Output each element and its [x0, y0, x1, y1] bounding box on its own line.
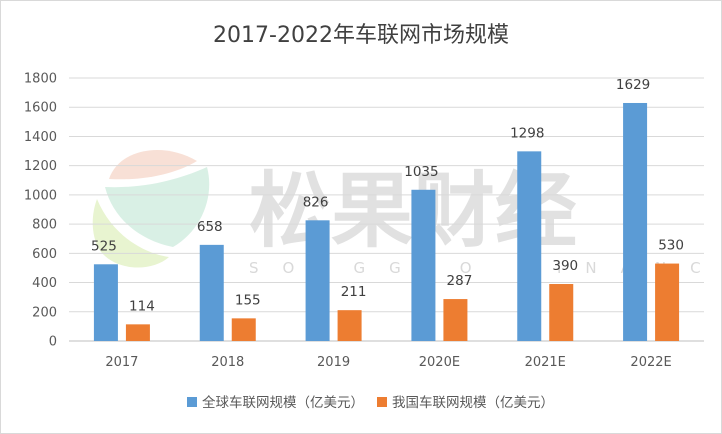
- y-tick-label: 1400: [24, 130, 57, 145]
- data-label-global: 525: [91, 238, 117, 254]
- y-tick-label: 600: [32, 247, 57, 262]
- bar-china: [337, 310, 362, 341]
- watermark-logo: [92, 149, 210, 268]
- bar-global: [305, 220, 330, 341]
- chart-title: 2017-2022年车联网市场规模: [213, 23, 509, 48]
- data-label-global: 1298: [510, 125, 544, 141]
- bar-global: [517, 151, 542, 341]
- y-tick-label: 200: [32, 305, 57, 320]
- y-tick-label: 800: [32, 218, 57, 233]
- data-label-china: 390: [552, 258, 578, 274]
- legend: 全球车联网规模（亿美元） 我国车联网规模（亿美元）: [187, 394, 554, 411]
- y-tick-label: 1600: [24, 101, 57, 116]
- y-tick-label: 400: [32, 276, 57, 291]
- x-axis: 2017 2018 2019 2020E 2021E 2022E: [69, 340, 704, 370]
- data-label-china: 287: [447, 273, 473, 289]
- x-tick-label: 2017: [105, 355, 138, 370]
- bar-global: [93, 264, 118, 341]
- x-tick-label: 2020E: [419, 355, 460, 370]
- watermark-logo-right-shape: [92, 199, 169, 268]
- x-tick-label: 2021E: [525, 355, 566, 370]
- bar-global: [411, 189, 436, 341]
- data-labels: 525 114 658 155 826 211 1035 287 1298 390 1629 530: [91, 77, 684, 314]
- data-label-global: 826: [303, 194, 329, 210]
- x-tick-label: 2022E: [630, 355, 671, 370]
- legend-swatch-global: [187, 397, 197, 407]
- x-tick-label: 2019: [317, 355, 350, 370]
- y-axis: 0 200 400 600 800 1000 1200 1400 1600 1800: [24, 72, 57, 350]
- legend-label-global: 全球车联网规模（亿美元）: [202, 394, 364, 411]
- data-label-global: 658: [197, 219, 223, 235]
- bar-china: [443, 299, 468, 341]
- y-tick-label: 1000: [24, 188, 57, 203]
- bar-china: [655, 263, 680, 341]
- grid-lines: [69, 77, 704, 313]
- watermark-logo-top-shape: [109, 149, 197, 180]
- y-tick-label: 1800: [24, 72, 57, 87]
- data-label-china: 155: [235, 292, 261, 308]
- legend-label-china: 我国车联网规模（亿美元）: [392, 394, 554, 411]
- data-label-china: 530: [658, 238, 684, 254]
- data-label-china: 211: [341, 284, 367, 300]
- bar-global: [623, 102, 648, 341]
- data-label-global: 1629: [616, 77, 650, 93]
- data-label-global: 1035: [404, 164, 438, 180]
- bar-china: [549, 284, 574, 341]
- y-tick-label: 0: [49, 335, 57, 350]
- data-label-china: 114: [129, 298, 155, 314]
- watermark-logo-left-shape: [105, 167, 210, 247]
- bar-china: [125, 324, 150, 341]
- y-tick-label: 1200: [24, 159, 57, 174]
- watermark-subtext: SONGGUO FINANCE: [249, 259, 721, 277]
- bar-china: [231, 318, 256, 341]
- bar-global: [199, 244, 224, 341]
- bar-series: [93, 102, 680, 341]
- x-tick-label: 2018: [211, 355, 244, 370]
- legend-swatch-china: [377, 397, 387, 407]
